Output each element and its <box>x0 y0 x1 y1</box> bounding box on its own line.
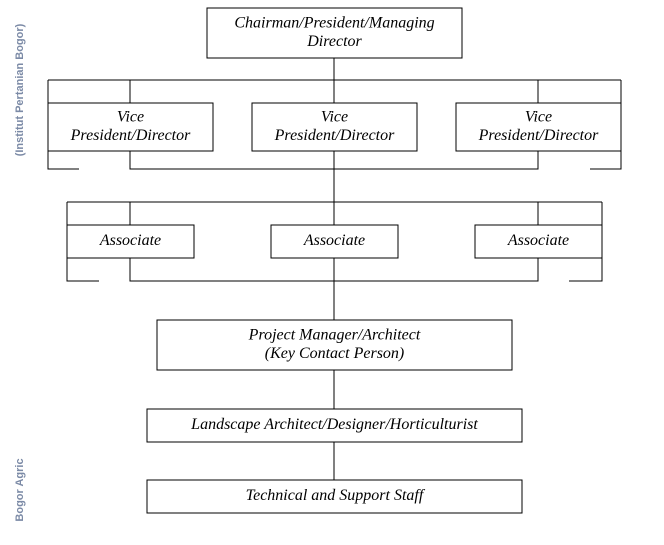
node-label: Associate <box>507 232 569 249</box>
node-label: Associate <box>99 232 161 249</box>
org-chart: Chairman/President/Managing Director Vice P… <box>0 0 664 545</box>
node-label: Vice <box>525 108 552 125</box>
node-vp1: Vice President/Director <box>48 103 213 151</box>
node-landscape: Landscape Architect/Designer/Horticultur… <box>147 409 522 442</box>
node-assoc3: Associate <box>475 225 602 258</box>
node-vp2: Vice President/Director <box>252 103 417 151</box>
node-label: Project Manager/Architect <box>248 326 421 343</box>
node-vp3: Vice President/Director <box>456 103 621 151</box>
node-label: Director <box>306 33 362 50</box>
node-label: Vice <box>117 108 144 125</box>
node-label: President/Director <box>70 127 191 144</box>
node-label: Associate <box>303 232 365 249</box>
node-label: Vice <box>321 108 348 125</box>
node-label: Landscape Architect/Designer/Horticultur… <box>190 416 478 433</box>
node-label: (Key Contact Person) <box>265 345 405 362</box>
node-label: President/Director <box>478 127 599 144</box>
node-assoc2: Associate <box>271 225 398 258</box>
side-label-top: (Institut Pertanian Bogor) <box>14 23 26 156</box>
node-label: Technical and Support Staff <box>246 487 426 504</box>
node-label: President/Director <box>274 127 395 144</box>
node-assoc1: Associate <box>67 225 194 258</box>
node-tech: Technical and Support Staff <box>147 480 522 513</box>
node-label: Chairman/President/Managing <box>234 14 434 31</box>
node-chairman: Chairman/President/Managing Director <box>207 8 462 58</box>
side-label-bottom: Bogor Agric <box>14 458 26 521</box>
node-pm: Project Manager/Architect (Key Contact Pe… <box>157 320 512 370</box>
